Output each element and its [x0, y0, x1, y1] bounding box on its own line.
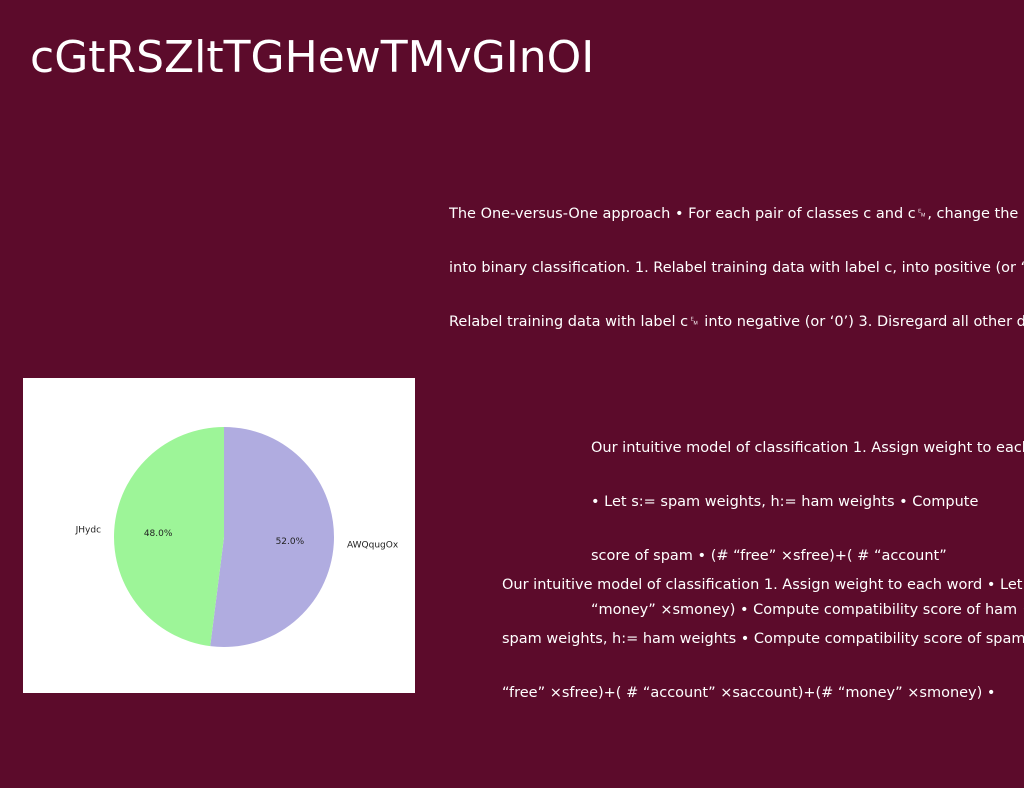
paragraph-one-versus-one: The One-versus-One approach • For each p…	[449, 169, 1024, 349]
pie-chart-image: AWQqugOx 52.0% JHydc 48.0%	[23, 378, 415, 693]
pie-value-label: 52.0%	[276, 537, 305, 547]
paragraph-line: • Let s:= spam weights, h:= ham weights …	[591, 494, 979, 510]
paragraph-line: The One-versus-One approach • For each p…	[449, 206, 1019, 222]
paragraph-intuitive-model-a: Our intuitive model of classification 1.…	[591, 403, 1024, 637]
pie-label: AWQqugOx	[347, 541, 399, 551]
pie-value-label: 48.0%	[144, 529, 173, 539]
paragraph-line: Relabel training data with label c␙ into…	[449, 314, 1024, 330]
paragraph-line: “money” ×smoney) • Compute compatibility…	[591, 602, 1024, 618]
slide-title: cGtRSZltTGHewTMvGInOI	[30, 32, 595, 83]
paragraph-line: Our intuitive model of classification 1.…	[591, 440, 1024, 456]
pie-label: JHydc	[75, 525, 101, 535]
paragraph-line: “free” ×sfree)+( # “account” ×saccount)+…	[502, 685, 996, 701]
paragraph-line: score of spam • (# “free” ×sfree)+( # “a…	[591, 548, 947, 564]
paragraph-line: spam weights, h:= ham weights • Compute …	[502, 631, 1024, 647]
paragraph-line: into binary classification. 1. Relabel t…	[449, 260, 1024, 276]
pie-chart: AWQqugOx 52.0% JHydc 48.0%	[75, 427, 399, 647]
pie-slice-AWQqugOx	[210, 427, 334, 647]
paragraph-line: Our intuitive model of classification 1.…	[502, 577, 1023, 593]
pie-slice-JHydc	[113, 427, 224, 647]
paragraph-intuitive-model-b: Our intuitive model of classification 1.…	[502, 540, 1024, 720]
